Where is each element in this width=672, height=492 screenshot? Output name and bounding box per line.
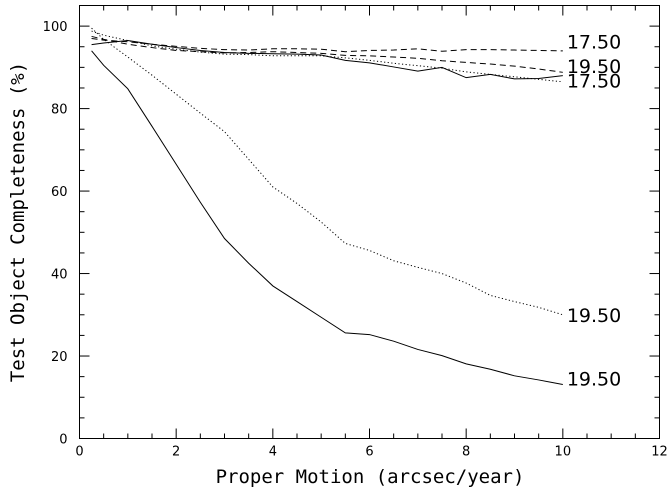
series-line-dashed-19-50-1 (91, 35, 563, 73)
series-end-label-2: 17.50 (567, 71, 621, 93)
y-tick-labels: 0 20 40 60 80 100 (43, 20, 68, 447)
y-axis-title: Test Object Completeness (%) (7, 62, 29, 382)
series-line-dashed-17-50-0 (91, 37, 563, 53)
series-line-solid-19-50-5 (91, 50, 563, 385)
x-tick-label: 4 (269, 445, 277, 460)
x-tick-label: 10 (555, 445, 572, 460)
series-line-solid-17-50-3 (91, 40, 563, 80)
x-tick-label: 6 (365, 445, 373, 460)
series-end-label-0: 17.50 (567, 31, 621, 53)
x-tick-label: 12 (651, 445, 668, 460)
y-tick-label: 20 (51, 350, 68, 365)
y-tick-label: 100 (43, 20, 68, 35)
x-tick-label: 2 (172, 445, 180, 460)
y-tick-label: 80 (51, 103, 68, 118)
series-end-label-1: 19.50 (567, 56, 621, 78)
x-tick-labels: 0 2 4 6 8 10 12 (75, 445, 667, 460)
y-tick-label: 0 (59, 433, 67, 448)
axis-ticks (79, 5, 660, 439)
y-tick-label: 40 (51, 268, 68, 283)
series-lines (91, 27, 563, 385)
series-end-label-3: 19.50 (567, 305, 621, 327)
x-axis-title: Proper Motion (arcsec/year) (216, 466, 525, 488)
x-tick-label: 8 (462, 445, 470, 460)
series-end-label-4: 19.50 (567, 369, 621, 391)
y-tick-label: 60 (51, 185, 68, 200)
x-tick-label: 0 (75, 445, 83, 460)
series-line-dotted-19-50-4 (91, 27, 563, 316)
